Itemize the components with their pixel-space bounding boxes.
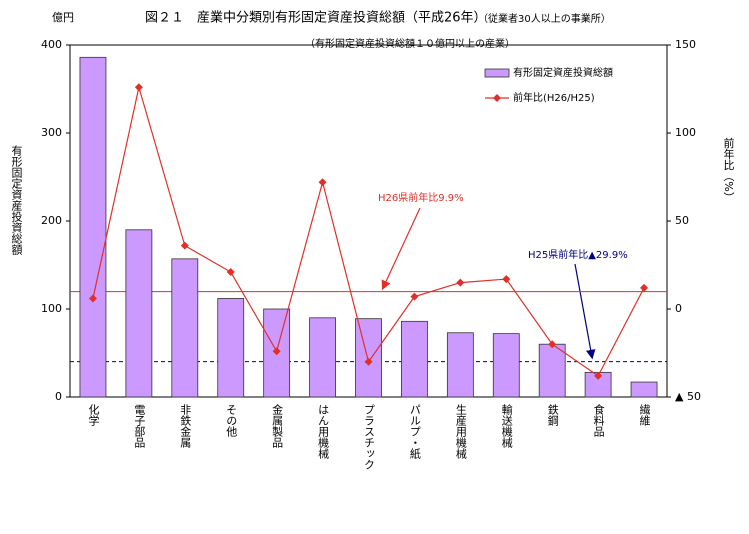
annotation: H26県前年比9.9% bbox=[378, 191, 464, 204]
line-marker bbox=[456, 278, 465, 287]
bar bbox=[79, 56, 107, 398]
line-marker bbox=[502, 275, 511, 284]
line-marker bbox=[134, 83, 143, 92]
bar bbox=[538, 343, 566, 398]
annotation-arrow bbox=[574, 263, 596, 360]
x-tick-label: 食料品 bbox=[592, 403, 605, 437]
y-tick-label: 100 bbox=[41, 302, 62, 315]
y2-axis-label: 前年比（%） bbox=[722, 136, 735, 203]
y2-tick-label: 0 bbox=[675, 302, 682, 315]
bar bbox=[217, 298, 245, 398]
y-unit: 億円 bbox=[52, 11, 74, 24]
line-marker bbox=[548, 340, 557, 349]
x-tick-label: プラスチック bbox=[363, 404, 376, 470]
subtitle: （有形固定資産投資総額１０億円以上の産業） bbox=[305, 37, 515, 50]
x-tick-label: パルプ・紙 bbox=[408, 404, 421, 459]
legend-label: 有形固定資産投資総額 bbox=[513, 66, 613, 79]
title-note: （従業者30人以上の事業所） bbox=[478, 12, 611, 25]
x-tick-label: 化学 bbox=[87, 403, 100, 426]
line-marker bbox=[318, 178, 327, 187]
x-tick-label: 鉄鋼 bbox=[546, 403, 559, 427]
annotation: H25県前年比▲29.9% bbox=[528, 248, 628, 261]
y2-tick-label: 150 bbox=[675, 38, 696, 51]
bar bbox=[401, 320, 428, 398]
line-marker bbox=[364, 357, 373, 366]
legend-label: 前年比(H26/H25) bbox=[513, 91, 595, 104]
y2-tick-label: ▲ 50 bbox=[675, 390, 701, 403]
x-tick-label: 金属製品 bbox=[271, 403, 284, 448]
y2-tick-label: 100 bbox=[675, 126, 696, 139]
line-marker bbox=[410, 292, 419, 301]
y2-tick-label: 50 bbox=[675, 214, 689, 227]
x-tick-label: 生産用機械 bbox=[454, 403, 467, 460]
y-tick-label: 400 bbox=[41, 38, 62, 51]
x-tick-label: その他 bbox=[225, 404, 238, 437]
y-tick-label: 0 bbox=[55, 390, 62, 403]
y-tick-label: 300 bbox=[41, 126, 62, 139]
bar bbox=[309, 317, 336, 398]
bar bbox=[171, 258, 199, 398]
line-marker bbox=[226, 268, 235, 277]
line-marker bbox=[594, 371, 603, 380]
line-marker bbox=[88, 294, 97, 303]
x-tick-label: 繊維 bbox=[638, 404, 651, 426]
line-marker bbox=[640, 283, 649, 292]
line-marker bbox=[180, 241, 189, 250]
annotation-arrow bbox=[381, 207, 421, 291]
bar bbox=[125, 229, 153, 398]
line-marker bbox=[272, 347, 281, 356]
x-tick-label: 電子部品 bbox=[133, 404, 146, 448]
y-tick-label: 200 bbox=[41, 214, 62, 227]
legend-box bbox=[478, 60, 636, 110]
y-axis-label: 有形固定資産投資総額 bbox=[10, 144, 23, 256]
chart-title: 図２１ 産業中分類別有形固定資産投資総額（平成26年） bbox=[145, 10, 487, 26]
x-tick-label: はん用機械 bbox=[317, 404, 330, 460]
legend-swatch bbox=[484, 68, 510, 78]
legend-swatch bbox=[493, 94, 501, 102]
bar bbox=[446, 332, 474, 398]
bar bbox=[630, 381, 658, 398]
bar bbox=[492, 333, 520, 398]
bar bbox=[584, 371, 612, 398]
x-tick-label: 輸送機械 bbox=[500, 403, 513, 449]
x-tick-label: 非鉄金属 bbox=[179, 404, 192, 449]
